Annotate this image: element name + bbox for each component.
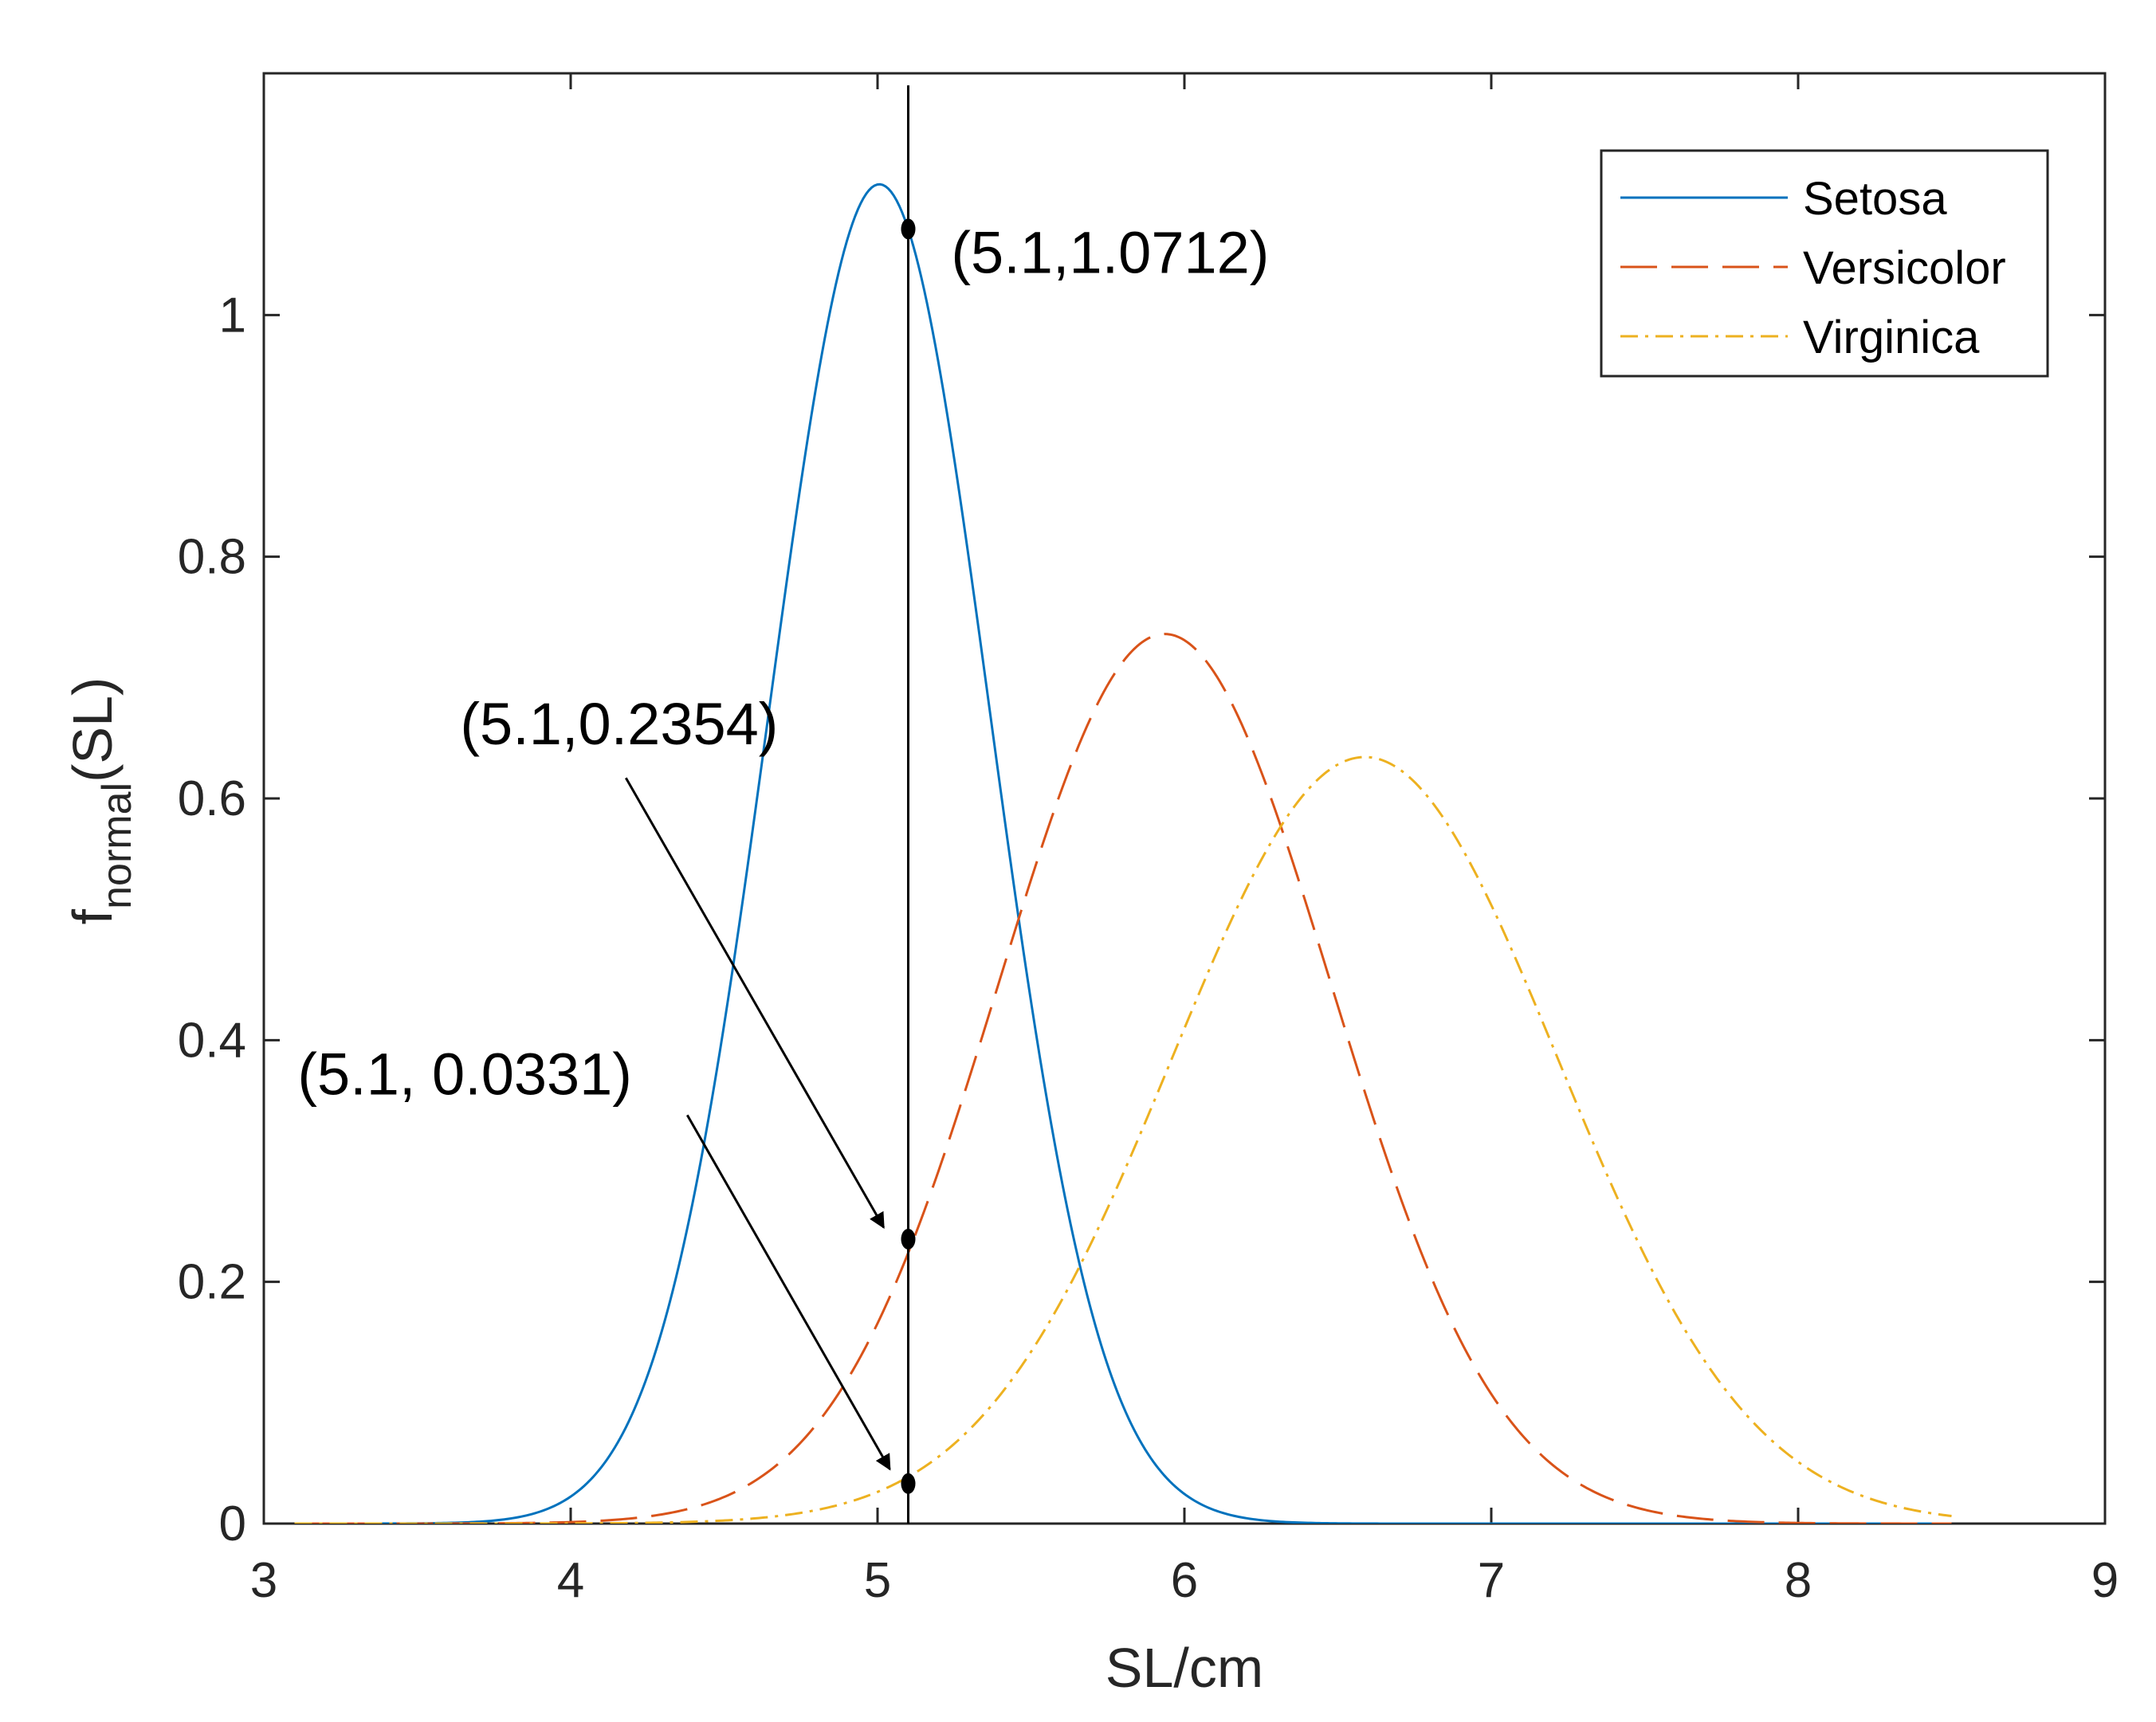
- y-tick-label: 0.2: [178, 1255, 246, 1310]
- y-tick-label: 0.4: [178, 1013, 246, 1068]
- data-point-marker: [901, 1228, 916, 1249]
- annotation-arrow-versicolor: [624, 777, 886, 1230]
- series-line-versicolor: [294, 633, 1952, 1524]
- y-tick-label: 0.6: [178, 771, 246, 826]
- x-tick-label: 6: [1171, 1553, 1198, 1608]
- x-tick-label: 5: [864, 1553, 891, 1608]
- annotation-virginica-value: (5.1, 0.0331): [297, 1041, 632, 1108]
- x-tick-label: 9: [2091, 1553, 2119, 1608]
- y-tick-label: 0.8: [178, 530, 246, 585]
- series-line-virginica: [294, 755, 1952, 1524]
- annotation-arrow-virginica: [685, 1114, 891, 1471]
- data-point-marker: [901, 218, 916, 240]
- y-tick-label: 1: [219, 288, 246, 343]
- legend-label-virginica: Virginica: [1803, 312, 1980, 363]
- x-tick-label: 4: [557, 1553, 584, 1608]
- y-tick-label: 0: [219, 1496, 246, 1551]
- data-point-marker: [901, 1473, 916, 1494]
- x-tick-label: 7: [1478, 1553, 1505, 1608]
- y-axis-title: fnormal(SL): [61, 677, 140, 925]
- x-tick-label: 3: [250, 1553, 277, 1608]
- y-axis-title-base: f: [61, 908, 124, 924]
- annotation-versicolor-value: (5.1,0.2354): [460, 691, 778, 757]
- x-axis-title: SL/cm: [1105, 1637, 1263, 1699]
- series-line-setosa: [294, 182, 1952, 1524]
- x-tick-labels: 3 4 5 6 7 8 9: [250, 1553, 2119, 1608]
- x-tick-label: 8: [1785, 1553, 1812, 1608]
- legend-label-setosa: Setosa: [1803, 173, 1947, 225]
- y-tick-labels: 0 0.2 0.4 0.6 0.8 1: [178, 288, 246, 1551]
- legend: Setosa Versicolor Virginica: [1600, 149, 2049, 378]
- data-markers: [901, 218, 916, 1494]
- annotation-setosa-value: (5.1,1.0712): [951, 219, 1269, 285]
- y-axis-title-suffix: (SL): [61, 677, 124, 783]
- axis-ticks: [262, 73, 2107, 1525]
- legend-box: [1600, 149, 2049, 378]
- legend-label-versicolor: Versicolor: [1803, 242, 2006, 294]
- y-axis-title-subscript: normal: [94, 783, 140, 909]
